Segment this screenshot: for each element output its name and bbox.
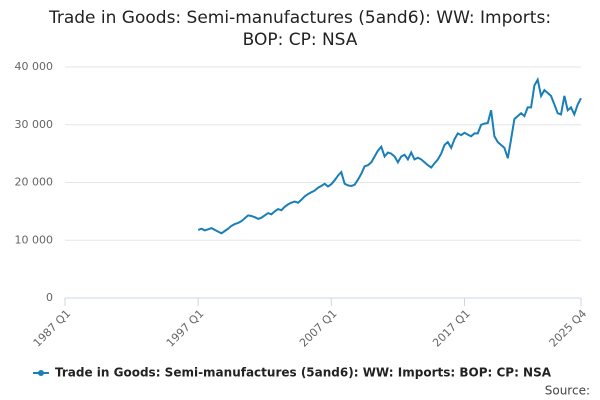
legend-marker <box>38 370 44 376</box>
source: Source: <box>545 384 590 398</box>
y-tick-label: 40 000 <box>15 60 54 73</box>
y-tick-label: 20 000 <box>15 176 54 189</box>
legend-label: Trade in Goods: Semi-manufactures (5and6… <box>55 366 552 380</box>
x-tick-label: 2025 Q4 <box>547 307 590 350</box>
x-tick-label: 2017 Q1 <box>430 307 473 350</box>
y-tick-label: 10 000 <box>15 233 54 246</box>
y-tick-label: 30 000 <box>15 118 54 131</box>
y-tick-label: 0 <box>46 291 53 304</box>
chart-title: Trade in Goods: Semi-manufactures (5and6… <box>48 8 551 50</box>
x-tick-label: 1997 Q1 <box>164 307 207 350</box>
x-tick-label: 1987 Q1 <box>31 307 74 350</box>
x-tick-label: 2007 Q1 <box>297 307 340 350</box>
series-line <box>197 76 582 235</box>
